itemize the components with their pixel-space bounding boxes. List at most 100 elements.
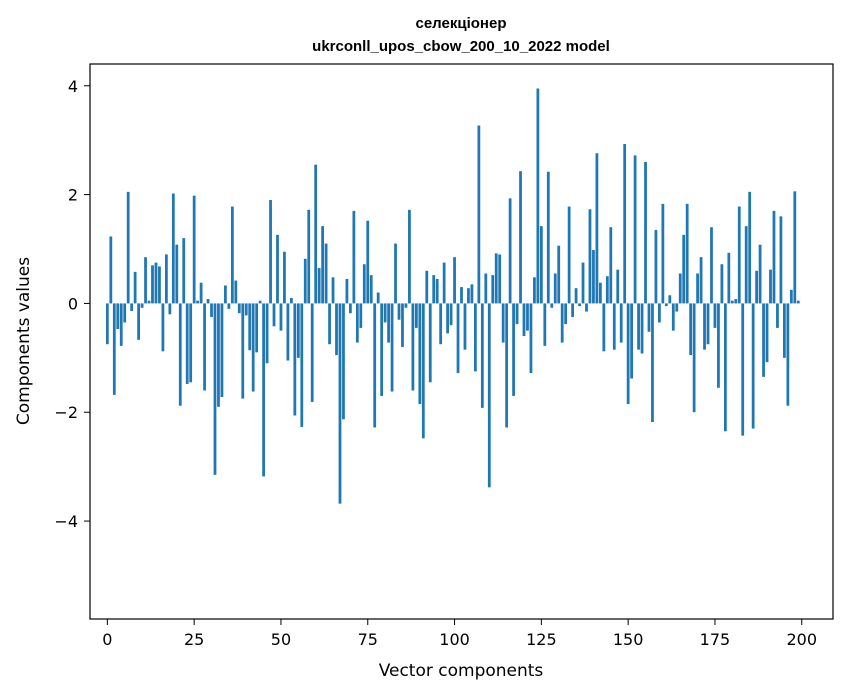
bar: [404, 303, 408, 308]
bar: [310, 303, 314, 402]
bar: [380, 303, 384, 396]
bar: [685, 203, 689, 304]
bar: [390, 303, 394, 392]
bar: [112, 303, 116, 395]
chart-subtitle: ukrconll_upos_cbow_200_10_2022 model: [312, 38, 610, 55]
bar: [644, 161, 647, 304]
bar: [342, 303, 345, 420]
bar: [598, 282, 602, 304]
bar: [529, 303, 533, 374]
bar: [616, 269, 620, 304]
bar: [699, 257, 703, 304]
bar: [585, 303, 588, 312]
bar: [505, 303, 509, 428]
bar: [494, 253, 498, 304]
bar: [578, 303, 581, 307]
bar: [741, 303, 745, 436]
bar: [133, 271, 137, 304]
bar: [515, 303, 519, 325]
bar: [397, 303, 401, 320]
bar: [140, 303, 144, 308]
bar: [630, 303, 634, 379]
bar: [449, 303, 453, 326]
bar: [105, 303, 109, 345]
bar: [602, 303, 606, 352]
bar: [654, 229, 658, 304]
y-tick-label: −2: [54, 403, 78, 422]
bar: [408, 209, 411, 304]
bar: [605, 276, 609, 304]
bar: [362, 264, 366, 304]
bar: [460, 287, 463, 304]
x-tick-label: 200: [786, 630, 817, 649]
bar: [619, 303, 623, 343]
bar: [369, 275, 373, 304]
bar: [484, 273, 488, 304]
bar: [713, 303, 717, 328]
bar: [154, 262, 158, 304]
x-tick-label: 0: [102, 630, 112, 649]
bar: [414, 303, 418, 328]
bar: [508, 198, 512, 304]
bar: [421, 303, 425, 439]
bar: [123, 303, 127, 323]
bar: [623, 143, 627, 304]
bar: [539, 226, 543, 304]
bar: [446, 303, 450, 334]
bar: [730, 300, 734, 304]
bar: [456, 303, 460, 374]
bar: [109, 236, 113, 304]
bar: [158, 266, 161, 304]
bar: [526, 303, 529, 331]
bar: [373, 303, 377, 428]
bar: [383, 303, 387, 323]
bar: [626, 303, 630, 405]
bar: [178, 303, 182, 406]
x-tick-label: 175: [700, 630, 731, 649]
bar: [776, 303, 779, 328]
bar: [189, 303, 193, 383]
bar: [324, 243, 328, 304]
bar: [168, 303, 172, 315]
bar: [512, 303, 515, 396]
bar: [442, 262, 446, 304]
x-tick-label: 50: [271, 630, 291, 649]
bar: [401, 303, 404, 347]
bar: [678, 273, 682, 304]
bar: [557, 245, 561, 304]
bar: [130, 303, 134, 312]
chart-title: селекціонер: [416, 15, 507, 32]
y-tick-label: 4: [68, 77, 78, 96]
bar: [328, 303, 331, 345]
bar: [640, 303, 644, 354]
bar: [498, 254, 502, 304]
bar: [283, 251, 286, 304]
bar: [664, 303, 668, 307]
bar: [355, 303, 359, 343]
bar: [286, 303, 290, 361]
y-axis-label: Components values: [14, 257, 34, 425]
plot-frame: [89, 63, 834, 620]
bar: [425, 270, 429, 304]
bar: [571, 303, 574, 318]
bar: [671, 303, 675, 331]
bar: [720, 264, 724, 304]
bar: [609, 227, 613, 304]
bar: [574, 288, 578, 304]
bar: [553, 273, 557, 304]
y-axis: −4 −2 0 2 4: [54, 77, 90, 531]
bar: [581, 262, 585, 304]
bar: [119, 303, 123, 346]
bar: [501, 303, 505, 343]
bar: [366, 220, 370, 304]
bar: [637, 303, 640, 350]
bar: [682, 234, 686, 304]
bar: [546, 171, 550, 304]
bar: [762, 303, 765, 377]
bar: [592, 250, 595, 304]
bar: [164, 254, 168, 304]
bar: [536, 88, 540, 304]
bar: [234, 280, 238, 304]
bar: [543, 303, 547, 346]
bar: [567, 206, 571, 304]
